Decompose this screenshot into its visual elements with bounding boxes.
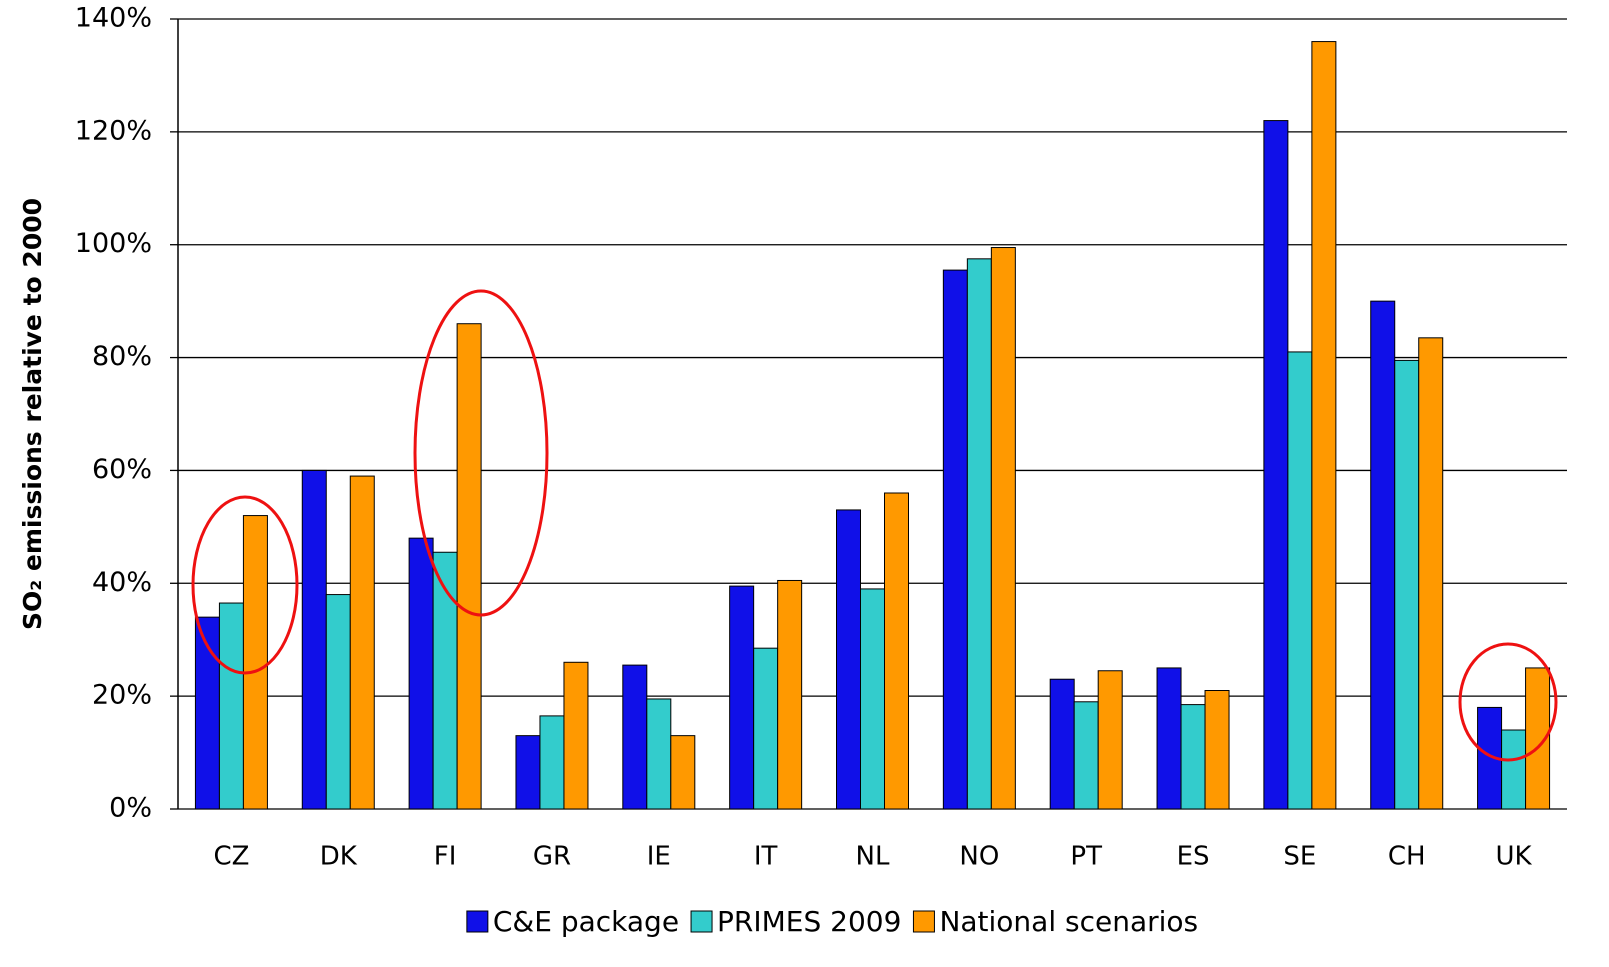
- x-tick-label: IE: [647, 842, 671, 872]
- bar: [408, 537, 434, 810]
- bar: [515, 735, 541, 810]
- bar: [539, 715, 565, 810]
- x-tick-label: CH: [1388, 842, 1426, 872]
- y-tick-label: 20%: [92, 680, 152, 711]
- x-tick-label: DK: [320, 842, 358, 872]
- bar: [1156, 667, 1182, 810]
- y-tick-label: 40%: [92, 567, 152, 598]
- x-tick-label: FI: [434, 842, 457, 872]
- bar: [622, 664, 648, 810]
- x-tick-label: GR: [533, 842, 571, 872]
- x-tick-label: ES: [1177, 842, 1210, 872]
- legend-swatch: [912, 910, 935, 933]
- bar: [777, 579, 803, 810]
- bar: [753, 647, 779, 810]
- x-tick-label: NO: [959, 842, 999, 872]
- bar: [990, 247, 1016, 810]
- bar: [1287, 351, 1313, 810]
- bar: [456, 323, 482, 810]
- legend-swatch: [690, 910, 713, 933]
- bar: [218, 602, 244, 810]
- x-tick-label: SE: [1283, 842, 1316, 872]
- bar: [942, 269, 968, 810]
- y-tick-label: 100%: [75, 228, 152, 259]
- bar: [325, 594, 351, 810]
- bar: [836, 509, 861, 810]
- legend-swatch: [466, 910, 489, 933]
- x-tick-label: PT: [1070, 842, 1102, 872]
- bar: [670, 735, 696, 810]
- bar: [729, 585, 755, 810]
- y-tick-label: 120%: [75, 115, 152, 146]
- highlight-ellipse: [1458, 642, 1558, 762]
- y-tick-label: 60%: [92, 454, 152, 485]
- bar: [1370, 300, 1396, 810]
- bar: [1311, 41, 1337, 810]
- y-tick-label: 80%: [92, 341, 152, 372]
- y-tick-label: 140%: [75, 3, 152, 34]
- bar: [1501, 729, 1527, 810]
- bar: [563, 661, 589, 810]
- highlight-ellipse: [191, 495, 299, 675]
- bar: [194, 616, 220, 810]
- bar: [432, 551, 458, 810]
- bar: [1180, 704, 1206, 810]
- bar: [860, 588, 885, 810]
- bar: [1263, 120, 1289, 810]
- bar: [1394, 359, 1420, 810]
- bar: [1097, 670, 1123, 810]
- x-tick-label: NL: [856, 842, 890, 872]
- bar: [966, 258, 992, 810]
- x-tick-label: IT: [754, 842, 778, 872]
- bar: [242, 515, 268, 810]
- bar: [884, 492, 909, 810]
- bar: [349, 475, 375, 810]
- legend-label: PRIMES 2009: [717, 905, 901, 938]
- plot: [178, 18, 1567, 810]
- bar: [646, 698, 672, 810]
- bar: [1073, 701, 1099, 810]
- bar: [1418, 337, 1444, 810]
- y-tick-label: 0%: [109, 793, 152, 824]
- bar: [301, 469, 327, 810]
- y-axis-label: SO₂ emissions relative to 2000: [18, 198, 47, 630]
- legend-label: C&E package: [493, 905, 679, 938]
- bar: [1049, 678, 1075, 810]
- legend-label: National scenarios: [939, 905, 1198, 938]
- highlight-ellipse: [413, 289, 549, 617]
- x-tick-label: CZ: [213, 842, 249, 872]
- bar: [1204, 690, 1230, 810]
- x-tick-label: UK: [1496, 842, 1533, 872]
